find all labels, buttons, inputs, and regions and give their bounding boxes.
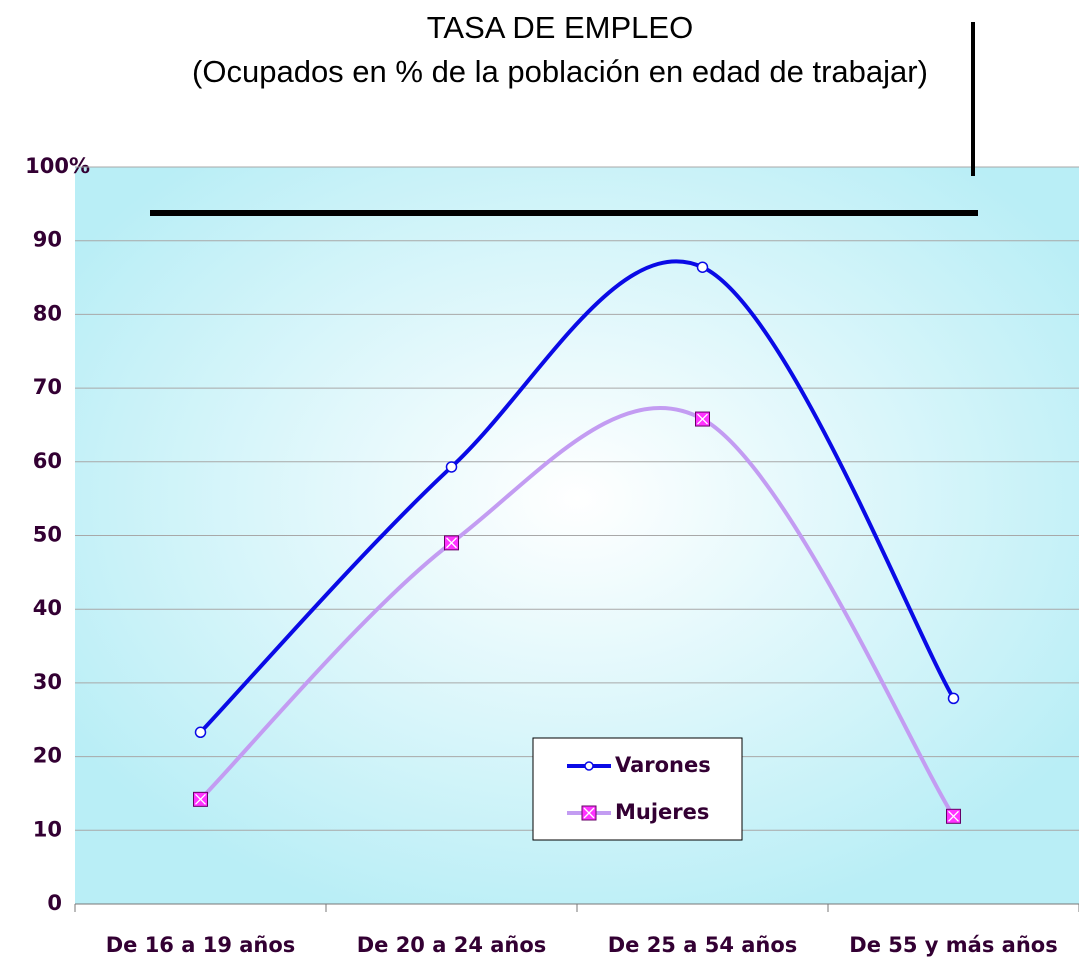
y-tick-label: 20 xyxy=(33,744,62,768)
y-tick-label: 60 xyxy=(33,449,62,473)
y-tick-label: 50 xyxy=(33,523,62,547)
point xyxy=(947,692,960,705)
series-line xyxy=(199,406,956,818)
point xyxy=(445,461,458,473)
legend-marker-cross xyxy=(583,807,595,819)
y-tick-label: 0 xyxy=(47,891,62,915)
legend-symbol xyxy=(581,805,597,821)
y-tick-label: 100% xyxy=(25,154,90,178)
point-cross xyxy=(195,793,206,805)
point-cross xyxy=(697,413,708,425)
chart-title: TASA DE EMPLEO xyxy=(426,10,694,45)
y-tick-label: 70 xyxy=(33,375,62,399)
y-tick-label: 10 xyxy=(33,817,62,841)
titles: TASA DE EMPLEO (Ocupados en % de la pobl… xyxy=(150,6,970,94)
legend xyxy=(532,737,743,841)
x-tick-label: De 16 a 19 años xyxy=(106,933,296,957)
grid: 0 10 20 30 40 50 60 70 80 90 100% De 16 a 19 años De… xyxy=(25,154,1079,957)
point xyxy=(946,808,961,824)
series-line xyxy=(199,259,956,734)
legend-label: Varones xyxy=(615,753,711,777)
x-tick-label: De 25 a 54 años xyxy=(608,933,798,957)
point xyxy=(193,791,208,807)
point xyxy=(194,726,207,739)
y-tick-label: 40 xyxy=(33,596,62,620)
legend-marker xyxy=(584,761,594,771)
y-tick-label: 80 xyxy=(33,301,62,325)
series-layer xyxy=(193,259,961,824)
x-tick-label: De 20 a 24 años xyxy=(357,933,547,957)
x-tick-label: De 55 y más años xyxy=(849,933,1057,957)
legend-symbol xyxy=(584,761,594,771)
chart-subtitle: (Ocupados en % de la población en edad d… xyxy=(192,54,928,89)
legend-items: Varones Mujeres xyxy=(567,753,711,824)
point xyxy=(695,411,710,427)
y-tick-label: 30 xyxy=(33,670,62,694)
point-cross xyxy=(948,810,959,822)
y-tick-label: 90 xyxy=(33,228,62,252)
point-cross xyxy=(446,537,457,549)
legend-label: Mujeres xyxy=(615,800,709,824)
point xyxy=(696,261,709,273)
point xyxy=(444,535,459,551)
